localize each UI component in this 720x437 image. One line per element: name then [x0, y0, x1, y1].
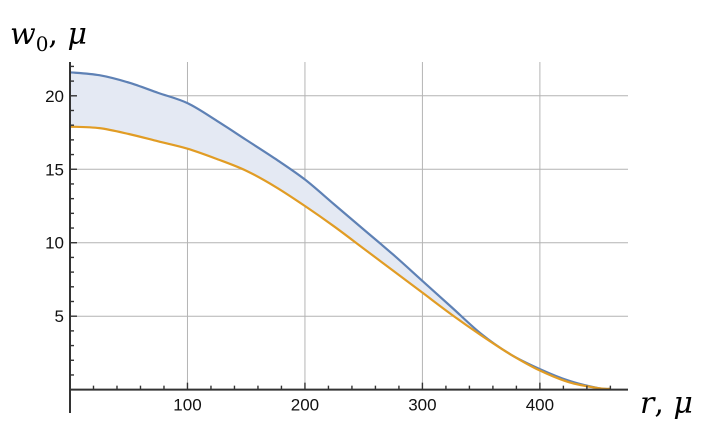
y-tick-label: 5	[55, 307, 64, 326]
tick-labels: 100 200 300 400 5 10 15 20	[45, 87, 554, 415]
x-tick-label: 200	[291, 396, 319, 415]
x-tick-label: 100	[173, 396, 201, 415]
y-axis-label: w0, μ	[10, 17, 87, 56]
y-tick-label: 15	[45, 160, 64, 179]
y-tick-label: 20	[45, 87, 64, 106]
ticks	[70, 65, 612, 390]
series-line-2	[69, 125, 611, 391]
x-tick-label: 400	[526, 396, 554, 415]
grid	[70, 62, 628, 390]
x-tick-label: 300	[408, 396, 436, 415]
series-line-1	[69, 71, 611, 391]
x-axis-label: r, μ	[640, 386, 693, 421]
axes	[69, 62, 628, 413]
y-tick-label: 10	[45, 234, 64, 253]
series-layer	[69, 71, 611, 391]
